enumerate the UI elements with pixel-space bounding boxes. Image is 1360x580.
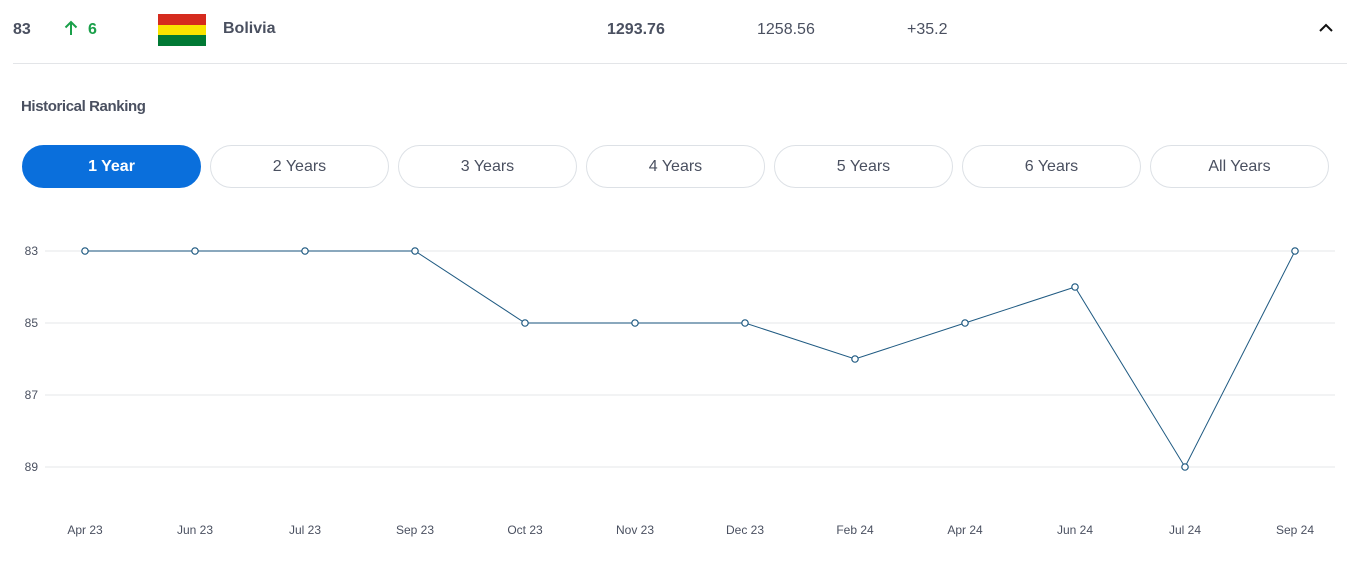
x-tick-label: Apr 23 xyxy=(67,523,103,537)
chevron-up-icon[interactable] xyxy=(1316,18,1336,38)
data-point xyxy=(81,247,89,255)
country-ranking-row[interactable]: 83 6 Bolivia 1293.76 1258.56 +35.2 xyxy=(0,0,1360,62)
data-point xyxy=(521,319,529,327)
data-point xyxy=(1181,463,1189,471)
data-point xyxy=(411,247,419,255)
y-tick-label: 89 xyxy=(25,460,39,474)
period-tabs: 1 Year 2 Years 3 Years 4 Years 5 Years 6… xyxy=(22,145,1329,188)
previous-points: 1258.56 xyxy=(757,21,815,38)
data-point xyxy=(851,355,859,363)
data-point xyxy=(961,319,969,327)
tab-all-years[interactable]: All Years xyxy=(1150,145,1329,188)
tab-6-years[interactable]: 6 Years xyxy=(962,145,1141,188)
bolivia-flag xyxy=(158,14,206,46)
data-point xyxy=(741,319,749,327)
rank-change-value: 6 xyxy=(88,21,97,38)
tab-3-years[interactable]: 3 Years xyxy=(398,145,577,188)
arrow-up-icon xyxy=(64,20,78,35)
section-title: Historical Ranking xyxy=(21,98,146,115)
tab-1-year[interactable]: 1 Year xyxy=(22,145,201,188)
x-tick-label: Dec 23 xyxy=(726,523,764,537)
x-tick-label: Sep 23 xyxy=(396,523,434,537)
ranking-line-chart: 83 85 87 89 Apr 23 Jun 23 Jul 23 Sep 23 Oct 23 No… xyxy=(25,244,1335,537)
y-tick-label: 85 xyxy=(25,316,39,330)
data-point xyxy=(631,319,639,327)
x-tick-label: Apr 24 xyxy=(947,523,983,537)
data-point xyxy=(301,247,309,255)
x-tick-label: Sep 24 xyxy=(1276,523,1314,537)
country-name: Bolivia xyxy=(223,20,276,37)
y-tick-label: 83 xyxy=(25,244,39,258)
x-tick-label: Jul 23 xyxy=(289,523,321,537)
x-tick-label: Nov 23 xyxy=(616,523,654,537)
x-tick-label: Jun 23 xyxy=(177,523,213,537)
x-tick-label: Jun 24 xyxy=(1057,523,1093,537)
data-point xyxy=(1291,247,1299,255)
current-points: 1293.76 xyxy=(607,21,665,38)
rank: 83 xyxy=(13,21,31,38)
rank-change: 6 xyxy=(64,20,97,39)
tab-2-years[interactable]: 2 Years xyxy=(210,145,389,188)
x-tick-label: Jul 24 xyxy=(1169,523,1201,537)
x-tick-label: Oct 23 xyxy=(507,523,543,537)
x-tick-label: Feb 24 xyxy=(836,523,874,537)
series-line xyxy=(85,250,1296,469)
data-point xyxy=(191,247,199,255)
tab-5-years[interactable]: 5 Years xyxy=(774,145,953,188)
y-tick-label: 87 xyxy=(25,388,39,402)
divider xyxy=(13,63,1347,64)
points-change: +35.2 xyxy=(907,21,948,38)
data-point xyxy=(1071,283,1079,291)
tab-4-years[interactable]: 4 Years xyxy=(586,145,765,188)
